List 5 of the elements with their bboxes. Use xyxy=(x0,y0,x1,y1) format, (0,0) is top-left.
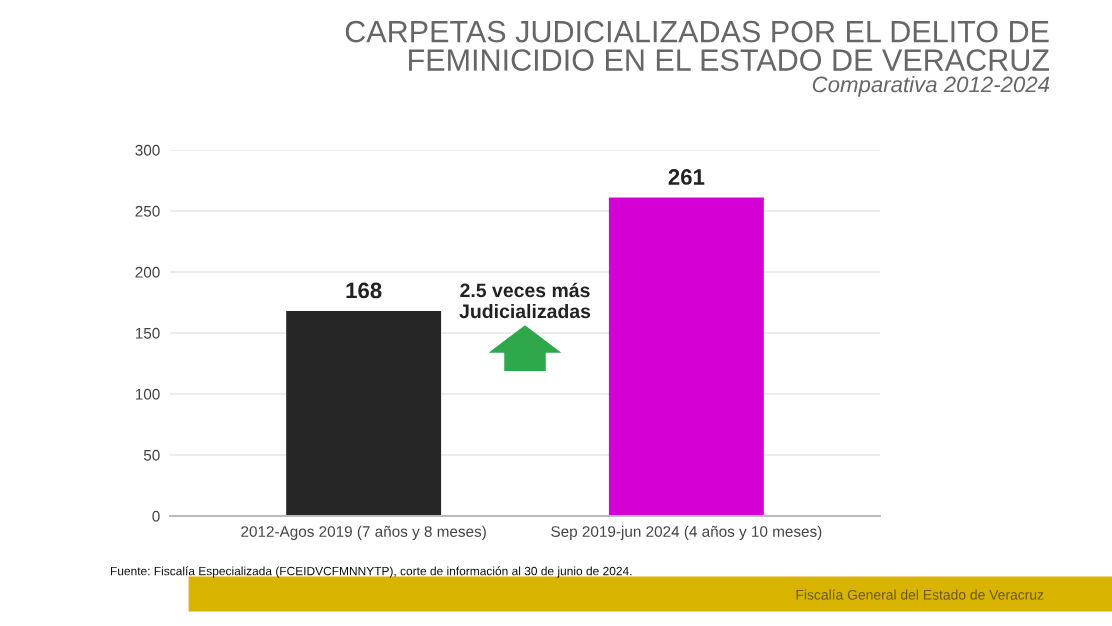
data-label: 261 xyxy=(668,169,705,185)
chart-title: CARPETAS JUDICIALIZADAS POR EL DELITO DE FEMINICIDIO EN EL ESTADO DE VERACRUZ xyxy=(345,20,1050,71)
annotation: 2.5 veces más Judicializadas xyxy=(459,282,591,319)
text: Comparativa 2012-2024 xyxy=(812,76,1050,97)
data-label: 168 xyxy=(346,282,382,299)
